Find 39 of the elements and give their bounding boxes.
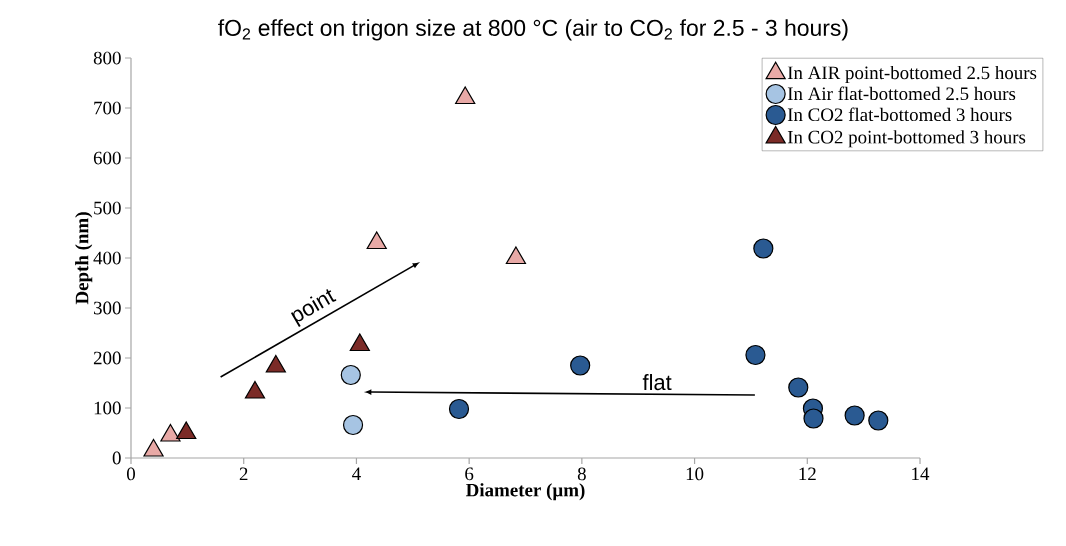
point (745, 344, 766, 366)
x-tick-label: 10 (686, 467, 704, 481)
y-tick-label: 100 (94, 401, 121, 415)
y-tick-label: 600 (93, 151, 121, 165)
point (342, 414, 364, 436)
y-tick-label: 200 (93, 351, 121, 365)
point (505, 246, 527, 265)
point (570, 355, 591, 376)
y-tick-label: 400 (93, 251, 121, 265)
point (753, 238, 774, 259)
y-tick-label: 700 (94, 101, 121, 115)
point (868, 410, 889, 431)
y-tick-label: 500 (94, 201, 121, 215)
x-tick-label: 8 (577, 467, 586, 481)
legend-label: In AIR point-bottomed 2.5 hours (787, 65, 1037, 84)
point (844, 405, 865, 426)
x-tick-label: 6 (465, 467, 474, 481)
y-tick-label: 0 (112, 451, 121, 465)
point (448, 398, 470, 420)
x-tick-label: 12 (799, 467, 816, 481)
legend-label: In CO2 point-bottomed 3 hours (787, 130, 1026, 148)
x-tick-label: 2 (239, 467, 248, 481)
point (455, 86, 476, 105)
legend-label: In CO2 flat-bottomed 3 hours (787, 107, 1012, 122)
y-tick-label: 300 (93, 301, 121, 315)
point (366, 231, 387, 250)
x-tick-label: 4 (352, 467, 361, 480)
legend-label: In Air flat-bottomed 2.5 hours (787, 86, 1016, 101)
point (349, 333, 370, 352)
point (788, 377, 809, 398)
point (803, 408, 824, 429)
x-tick-label: 0 (126, 467, 135, 481)
chart-title: fO$_{2}$ effect on trigon size at 800 °C (air to CO$_{2}$ for 2.5 - 3 hours) (218, 19, 848, 41)
x-axis-title: Diameter (µm) (465, 483, 585, 501)
y-tick-label: 800 (93, 51, 121, 65)
annotation: flat (642, 374, 672, 391)
y-axis-title: Depth (nm) (75, 212, 93, 305)
point (340, 364, 361, 386)
x-tick-label: 14 (912, 467, 930, 481)
